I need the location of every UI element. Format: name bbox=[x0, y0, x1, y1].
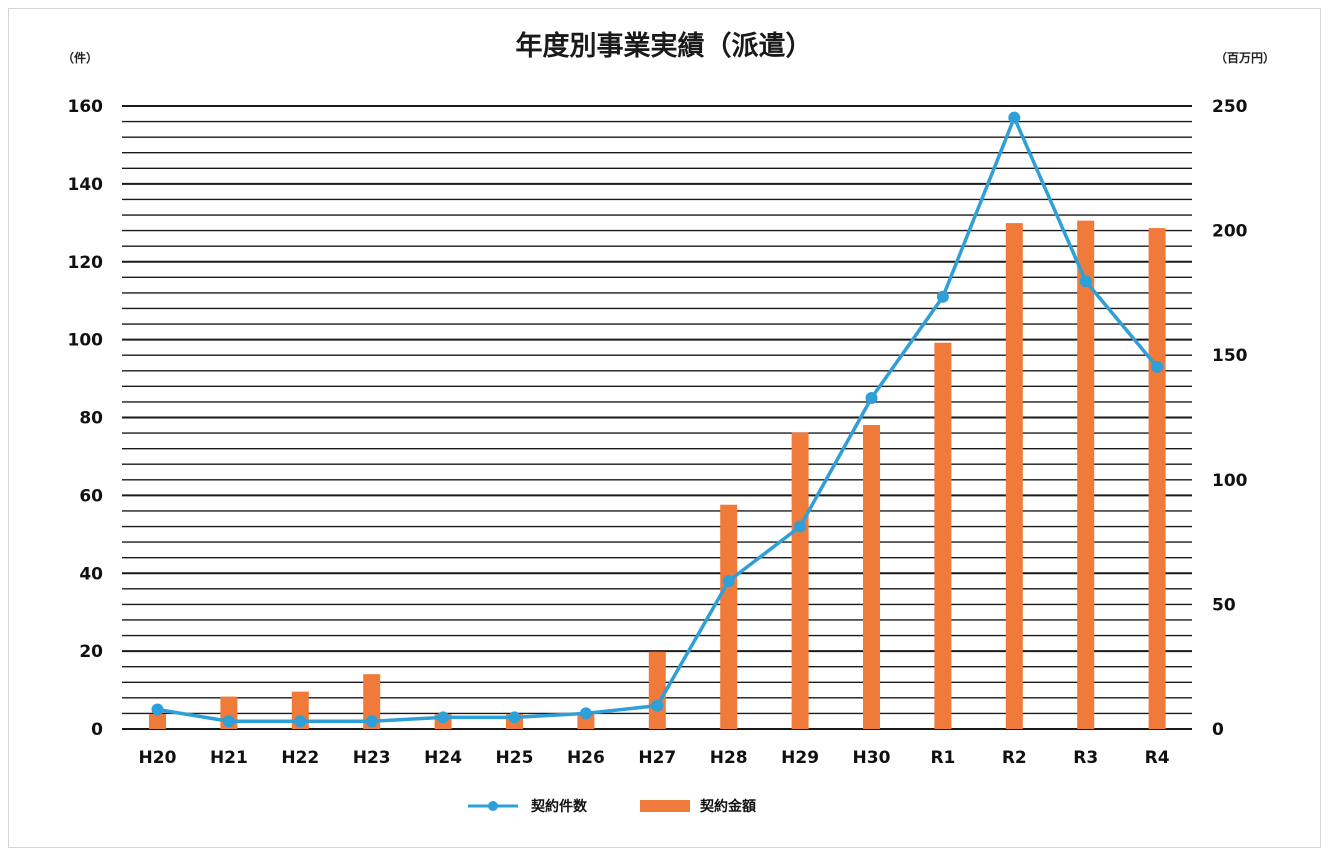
line-series bbox=[151, 111, 1164, 728]
x-tick-label: H27 bbox=[638, 748, 676, 768]
line-point-H23 bbox=[365, 715, 378, 728]
x-tick-label: H28 bbox=[710, 748, 748, 768]
x-tick-label: H20 bbox=[139, 748, 177, 768]
legend-line-marker bbox=[488, 801, 498, 811]
bar-H23 bbox=[363, 674, 381, 729]
right-tick-label: 100 bbox=[1212, 471, 1248, 491]
left-tick-label: 0 bbox=[91, 720, 103, 740]
bar-H20 bbox=[149, 714, 166, 729]
right-axis-unit: （百万円） bbox=[1215, 50, 1275, 65]
x-tick-label: H29 bbox=[781, 748, 819, 768]
x-tick-label: H24 bbox=[424, 748, 462, 768]
bar-H26 bbox=[577, 714, 595, 729]
left-tick-label: 120 bbox=[68, 253, 104, 273]
line-point-H28 bbox=[722, 575, 735, 588]
right-tick-label: 0 bbox=[1212, 720, 1224, 740]
x-tick-label: H23 bbox=[353, 748, 391, 768]
line-point-H27 bbox=[651, 699, 664, 712]
line-point-H21 bbox=[222, 715, 235, 728]
line-point-H22 bbox=[294, 715, 307, 728]
legend: 契約件数 契約金額 bbox=[468, 798, 756, 815]
bar-R3 bbox=[1077, 220, 1095, 729]
bar-H29 bbox=[791, 432, 809, 729]
bar-series bbox=[149, 220, 1166, 729]
x-tick-label: R4 bbox=[1145, 748, 1170, 768]
left-tick-label: 80 bbox=[79, 409, 103, 429]
legend-bar-swatch bbox=[640, 800, 690, 812]
line-point-H26 bbox=[579, 707, 592, 720]
x-tick-label: H22 bbox=[281, 748, 319, 768]
right-axis-ticks: 0 50 100 150 200 250 bbox=[1212, 97, 1248, 740]
left-tick-label: 40 bbox=[79, 564, 103, 584]
line-point-H30 bbox=[865, 392, 878, 405]
x-tick-label: H25 bbox=[496, 748, 534, 768]
left-axis-ticks: 0 20 40 60 80 100 120 140 160 bbox=[68, 97, 104, 740]
line-point-R2 bbox=[1008, 111, 1021, 124]
chart-title: 年度別事業実績（派遣） bbox=[516, 30, 813, 62]
bar-H28 bbox=[720, 504, 738, 729]
line-point-H25 bbox=[508, 711, 521, 724]
x-tick-label: H30 bbox=[853, 748, 891, 768]
right-tick-label: 50 bbox=[1212, 595, 1236, 615]
x-tick-label: R2 bbox=[1002, 748, 1027, 768]
bar-H27 bbox=[648, 651, 666, 729]
left-tick-label: 20 bbox=[79, 642, 103, 662]
bar-R1 bbox=[934, 342, 952, 729]
right-tick-label: 250 bbox=[1212, 97, 1248, 117]
line-point-H29 bbox=[794, 520, 807, 533]
bar-H30 bbox=[863, 424, 880, 729]
x-axis-labels: H20 H21 H22 H23 H24 H25 H26 H27 H28 H29 H30 R1 R2 R3 R… bbox=[139, 748, 1170, 768]
right-tick-label: 150 bbox=[1212, 346, 1248, 366]
legend-label-amount: 契約金額 bbox=[699, 798, 756, 815]
right-tick-label: 200 bbox=[1212, 222, 1248, 242]
chart-canvas: 年度別事業実績（派遣） （件） （百万円） 0 20 40 60 80 100 120 140… bbox=[62, 30, 1275, 815]
line-point-H20 bbox=[151, 703, 164, 716]
bar-R4 bbox=[1148, 228, 1166, 729]
x-tick-label: H21 bbox=[210, 748, 248, 768]
legend-label-count: 契約件数 bbox=[530, 798, 588, 815]
x-tick-label: R1 bbox=[930, 748, 955, 768]
left-tick-label: 100 bbox=[68, 331, 104, 351]
line-point-R4 bbox=[1151, 360, 1164, 373]
left-tick-label: 160 bbox=[68, 97, 104, 117]
left-axis-unit: （件） bbox=[62, 50, 98, 65]
bar-R2 bbox=[1005, 223, 1023, 729]
left-tick-label: 60 bbox=[79, 486, 103, 506]
gridlines bbox=[122, 105, 1192, 730]
x-tick-label: H26 bbox=[567, 748, 605, 768]
line-point-R1 bbox=[936, 290, 949, 303]
x-tick-label: R3 bbox=[1073, 748, 1098, 768]
line-point-R3 bbox=[1079, 275, 1092, 288]
line-point-H24 bbox=[437, 711, 450, 724]
left-tick-label: 140 bbox=[68, 175, 104, 195]
